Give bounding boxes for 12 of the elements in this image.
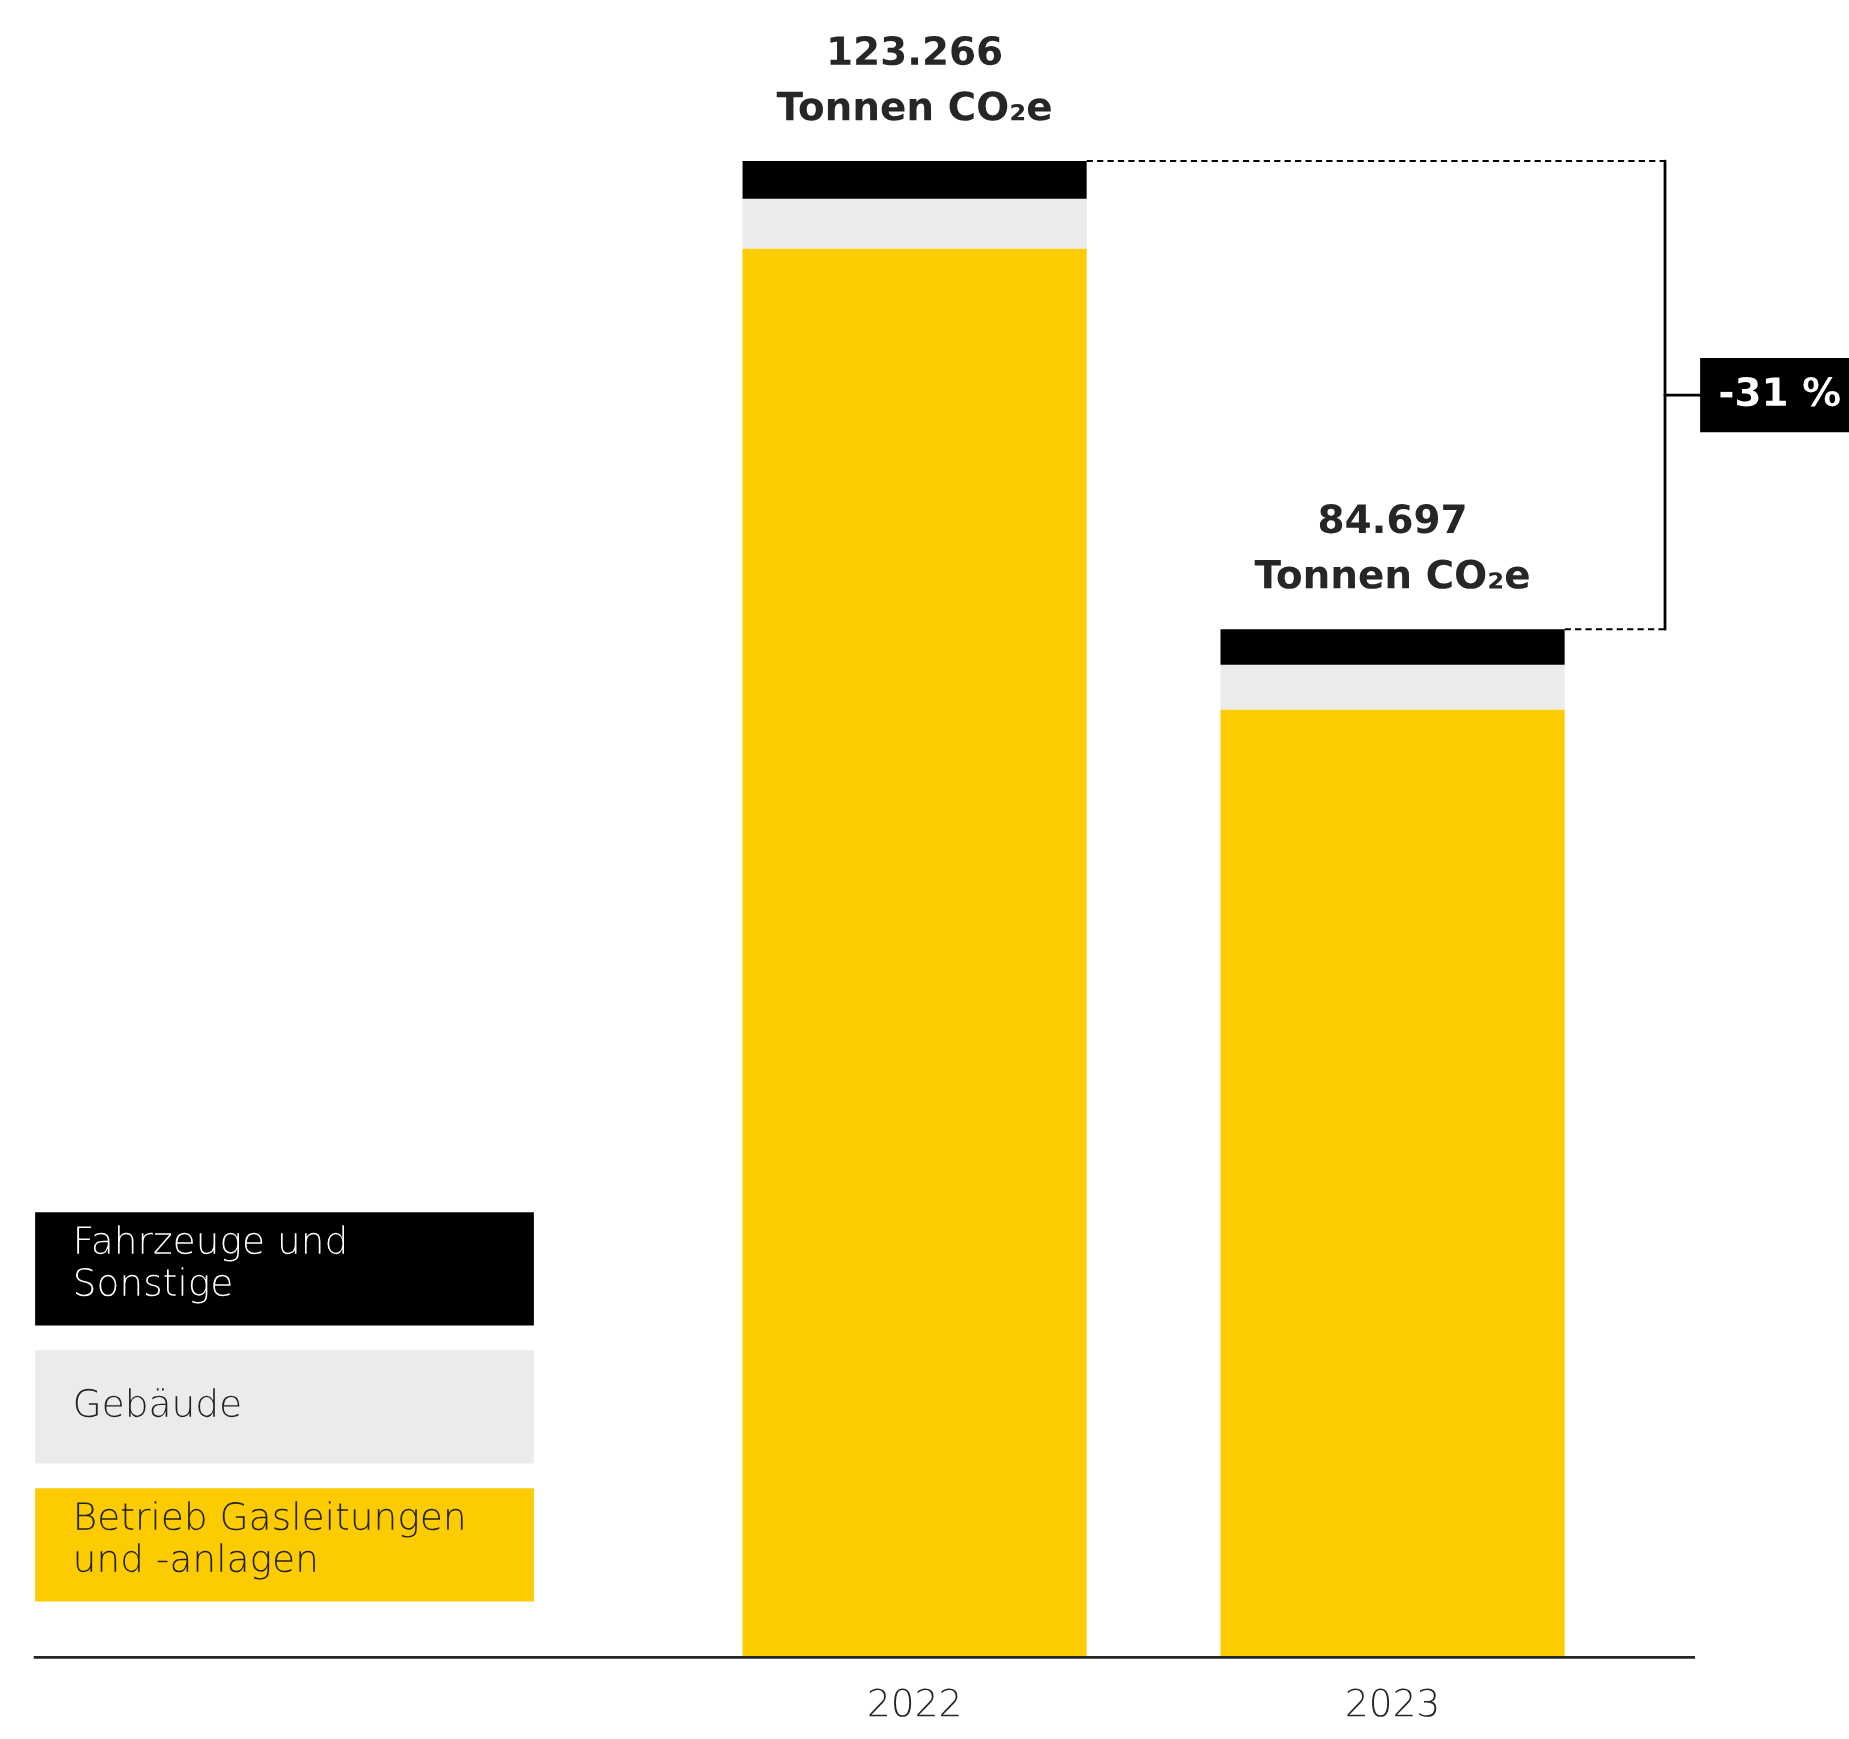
text: Gebäude [75, 1388, 240, 1418]
bar [1220, 709, 1565, 1658]
bar [742, 198, 1087, 249]
bar [742, 248, 1087, 1658]
x-tick-label: 2022 [869, 1688, 959, 1717]
bar [1220, 664, 1565, 710]
annotation: 123.266 Tonnen CO₂e [776, 35, 1051, 121]
x-tick-label: 2023 [1347, 1688, 1437, 1717]
annotation: 84.697 Tonnen CO₂e [1254, 504, 1529, 589]
text: Fahrzeuge und Sonstige [75, 1225, 345, 1304]
text: -31 % [1720, 376, 1840, 407]
text: Betrieb Gasleitungen und -anlagen [76, 1501, 463, 1580]
